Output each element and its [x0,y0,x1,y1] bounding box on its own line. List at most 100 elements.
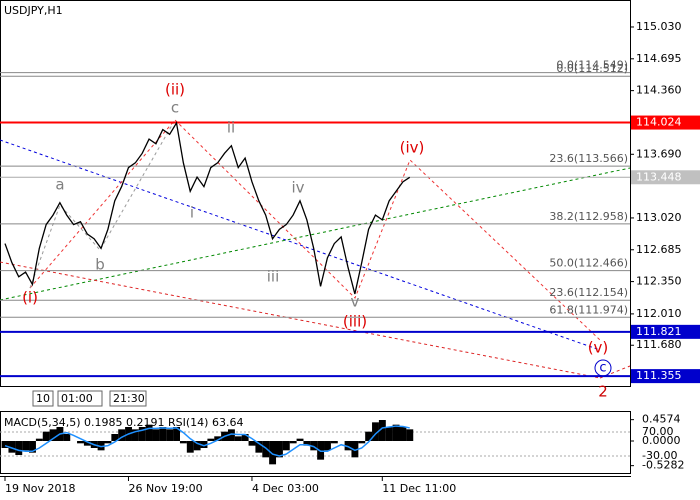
green-trendline [0,167,631,301]
chart-title: USDJPY,H1 [4,4,63,17]
level-label: 111.355 [636,369,682,382]
y-tick-label: 111.680 [636,338,682,351]
timeframe-label: 21:30 [113,392,145,405]
current-price-box [631,170,700,185]
wave-label: (iv) [400,139,425,157]
macd-bar [29,441,36,453]
macd-bar [200,441,208,448]
y-tick-label: 115.030 [636,20,682,33]
timeframe-box [109,390,147,407]
macd-bar [303,441,311,446]
level-label: 111.821 [636,325,682,338]
wave-label: (iii) [343,313,367,331]
macd-bar [248,441,256,446]
macd-bar [138,427,146,441]
macd-bar [173,427,180,441]
timeframe-box [32,390,54,407]
wave-label: i [190,204,194,222]
macd-bar [111,434,119,441]
macd-bar [282,441,290,451]
macd-bar [392,424,400,441]
macd-bar [241,434,249,441]
macd-bar [77,441,84,444]
wave-label: v [351,293,360,311]
wave-label: (i) [22,289,38,307]
macd-bar [193,441,201,451]
macd-bar [324,441,331,451]
macd-bar [8,441,16,453]
macd-bar [152,429,160,441]
macd-bar [83,441,91,446]
macd-bar [104,441,112,444]
y-tick-label: 113.690 [636,147,682,160]
macd-bar [385,427,393,441]
price-panel [0,0,631,387]
indicator-tick-label: 0.0000 [642,434,681,447]
level-label: 114.024 [636,116,682,129]
macd-bar [15,441,23,455]
macd-bar [255,441,263,453]
fib-label: 23.6(112.154) [549,286,628,299]
wave-label: ii [227,119,235,137]
macd-bar [399,427,407,441]
x-tick-label: 11 Dec 11:00 [382,482,456,495]
price-line [4,121,411,295]
y-tick-label: 114.695 [636,52,682,65]
macd-bar [35,438,43,441]
macd-bar [166,429,174,441]
wave-label: c [599,361,606,376]
wave-label: iv [291,179,304,197]
level-box [631,115,700,130]
rsi-tick-label: 70.00 [642,425,674,438]
wave-label: (ii) [165,81,185,99]
macd-bar [49,429,57,441]
trend-lines [0,119,631,379]
abc-path [29,119,176,289]
macd-bar [406,429,414,441]
macd-bar [344,441,352,451]
macd-bar [269,441,277,465]
wave-label: 2 [598,383,608,401]
macd-bar [118,429,126,441]
macd-bar [22,441,30,451]
wave-label: iii [267,268,280,286]
signal-line [4,425,410,457]
macd-bar [234,436,242,441]
timeframe-label: 01:00 [61,392,93,405]
macd-bar [358,441,366,444]
level-box [631,369,700,384]
y-tick-label: 114.360 [636,84,682,97]
macd-bar [310,441,318,451]
macd-bar [365,431,373,441]
wave-path [29,119,601,341]
macd-bar [372,422,379,441]
level-box [631,324,700,339]
indicator-title: MACD(5,34,5) 0.1985 0.2191 RSI(14) 63.64 [4,416,243,429]
macd-bar [207,438,215,441]
macd-bar [330,441,338,444]
macd-bar [351,441,359,458]
macd-bar [63,434,71,441]
macd-bar [97,441,105,451]
indicator-tick-label: 0.4574 [642,413,681,426]
timeframe-label: 10 [36,392,50,405]
macd-bar [179,441,187,444]
macd-bar [186,441,194,453]
macd-bar [159,427,167,441]
macd-bar [262,441,270,458]
macd-bar [317,441,325,460]
fib-label: 23.6(113.566) [549,152,628,165]
wave-label: b [95,256,105,274]
timeframe-box [57,390,103,407]
y-tick-label: 112.010 [636,307,682,320]
fib-label: 38.2(112.958) [549,210,628,223]
y-tick-label: 112.350 [636,275,682,288]
wave-label: a [55,176,64,194]
y-tick-label: 113.020 [636,211,682,224]
wave-label: c [171,99,179,117]
macd-bar [276,441,283,458]
red-extension [599,365,631,379]
fib-label: 61.8(111.974) [549,303,628,316]
x-tick-label: 4 Dec 03:00 [252,482,319,495]
